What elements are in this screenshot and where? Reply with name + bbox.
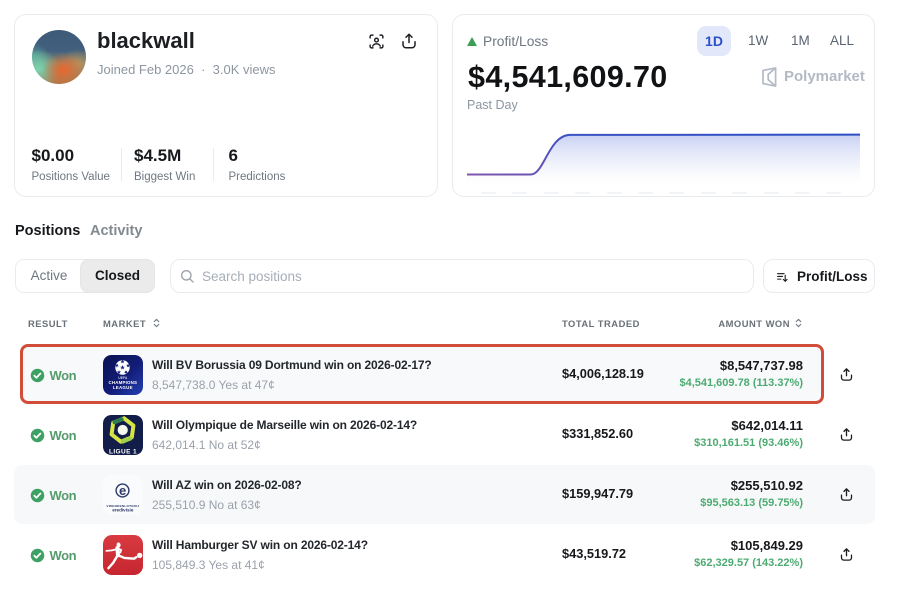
svg-text:CHAMPIONS: CHAMPIONS [108,380,137,385]
svg-text:LIGUE 1: LIGUE 1 [109,448,137,455]
svg-text:eredivisie: eredivisie [112,508,134,513]
svg-text:UEFA: UEFA [118,376,128,380]
svg-text:LEAGUE: LEAGUE [113,385,133,390]
svg-text:VRIENDENLOTERIJ: VRIENDENLOTERIJ [106,504,139,508]
svg-text:e: e [119,483,126,498]
